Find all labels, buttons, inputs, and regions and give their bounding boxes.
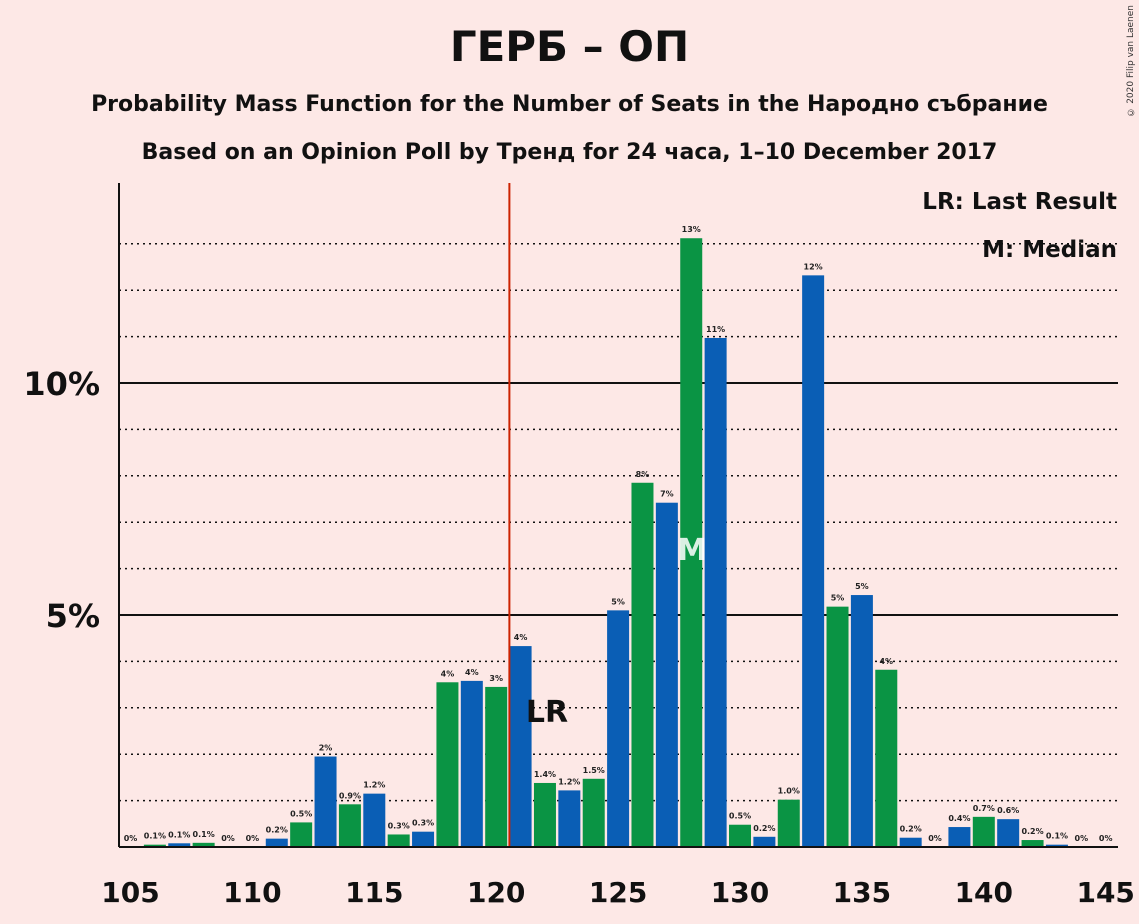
bar-seat-112: [290, 822, 313, 847]
chart-subtitle-source: Based on an Opinion Poll by Тренд for 24…: [141, 140, 998, 165]
bar-seat-118: [436, 682, 459, 847]
x-tick-label: 120: [467, 876, 525, 909]
bar-value-label: 0%: [246, 834, 260, 843]
bar-value-label: 1.0%: [778, 787, 800, 796]
bar-value-label: 0.6%: [997, 806, 1019, 815]
bar-seat-129: [704, 337, 727, 847]
bar-value-label: 13%: [682, 225, 701, 234]
bar-value-label: 0.1%: [193, 830, 215, 839]
bar-value-label: 1.5%: [583, 766, 605, 775]
x-tick-label: 135: [833, 876, 891, 909]
bar-value-label: 4%: [879, 657, 893, 666]
bar-seat-125: [607, 610, 630, 847]
bar-value-label: 11%: [706, 325, 725, 334]
bar-value-label: 0.1%: [1046, 832, 1068, 841]
bar-seat-128: [680, 238, 703, 847]
bar-seat-135: [850, 595, 873, 847]
bar-seat-143: [1045, 844, 1068, 847]
last-result-marker: LR: [526, 695, 568, 730]
bar-value-label: 0%: [124, 834, 138, 843]
bar-seat-130: [729, 824, 751, 847]
y-tick-label: 10%: [23, 365, 100, 403]
bar-seat-113: [314, 756, 337, 847]
bar-seat-141: [997, 819, 1020, 847]
bar-seat-131: [753, 836, 776, 847]
bar-value-label: 0.4%: [948, 814, 970, 823]
bar-value-label: 4%: [465, 668, 479, 677]
bar-value-label: 0%: [221, 834, 235, 843]
chart-title: ГЕРБ – ОП: [449, 22, 690, 71]
bar-value-label: 0.2%: [900, 825, 922, 834]
bar-seat-114: [338, 804, 361, 847]
bar-seat-121: [509, 646, 532, 847]
bar-seat-119: [460, 680, 483, 847]
bar-seat-127: [655, 502, 678, 847]
x-tick-label: 105: [101, 876, 159, 909]
bar-value-label: 7%: [660, 490, 674, 499]
x-tick-label: 140: [955, 876, 1013, 909]
bar-seat-106: [143, 844, 166, 847]
bar-value-label: 0.1%: [144, 832, 166, 841]
bar-value-label: 0.3%: [412, 819, 434, 828]
bar-seat-126: [631, 482, 654, 847]
bar-value-label: 4%: [441, 669, 455, 678]
x-tick-label: 110: [223, 876, 281, 909]
bar-seat-139: [948, 827, 971, 847]
x-tick-label: 145: [1076, 876, 1134, 909]
bar-seat-142: [1021, 840, 1044, 847]
bar-value-label: 0%: [1075, 834, 1089, 843]
bar-seat-134: [826, 606, 849, 847]
bar-value-label: 0.2%: [1021, 827, 1043, 836]
bar-seat-132: [777, 799, 800, 847]
bar-seat-115: [363, 793, 386, 847]
bar-value-label: 0.3%: [388, 821, 410, 830]
bar-seat-111: [265, 838, 288, 847]
bar-value-label: 0.9%: [339, 791, 361, 800]
bar-seat-123: [558, 790, 581, 847]
bar-seat-120: [485, 686, 508, 847]
bar-value-label: 1.2%: [558, 777, 580, 786]
bar-value-label: 0.5%: [290, 809, 312, 818]
bar-value-label: 0.1%: [168, 830, 190, 839]
chart-subtitle: Probability Mass Function for the Number…: [91, 92, 1048, 117]
x-tick-label: 125: [589, 876, 647, 909]
bar-seat-108: [192, 842, 215, 847]
bar-value-label: 0.2%: [266, 826, 288, 835]
bar-value-label: 5%: [831, 594, 845, 603]
bar-value-label: 0%: [1099, 834, 1113, 843]
y-tick-label: 5%: [46, 597, 100, 635]
bar-seat-107: [168, 843, 191, 847]
bar-seat-136: [875, 669, 898, 847]
x-tick-label: 115: [345, 876, 403, 909]
bar-seat-137: [899, 837, 922, 847]
bar-value-label: 5%: [611, 597, 625, 606]
legend-last-result: LR: Last Result: [922, 189, 1117, 215]
bar-value-label: 0.2%: [753, 824, 775, 833]
bar-value-label: 2%: [319, 744, 333, 753]
bar-seat-116: [387, 834, 410, 847]
bar-value-label: 12%: [804, 262, 823, 271]
bar-value-label: 4%: [514, 633, 528, 642]
bar-value-label: 0.5%: [729, 812, 751, 821]
bar-seat-117: [412, 831, 435, 847]
bar-seat-133: [802, 275, 825, 847]
bar-value-label: 1.4%: [534, 770, 556, 779]
bar-value-label: 1.2%: [363, 781, 385, 790]
bar-value-label: 3%: [489, 674, 503, 683]
bar-seat-124: [582, 778, 605, 847]
bar-value-label: 0.7%: [973, 804, 995, 813]
bar-value-label: 0%: [928, 834, 942, 843]
bar-value-label: 5%: [855, 582, 869, 591]
x-tick-label: 130: [711, 876, 769, 909]
median-marker: M: [677, 533, 707, 568]
bar-seat-122: [533, 782, 556, 847]
bar-seat-140: [972, 816, 995, 847]
bar-value-label: 8%: [636, 470, 650, 479]
legend-median: M: Median: [982, 237, 1117, 263]
